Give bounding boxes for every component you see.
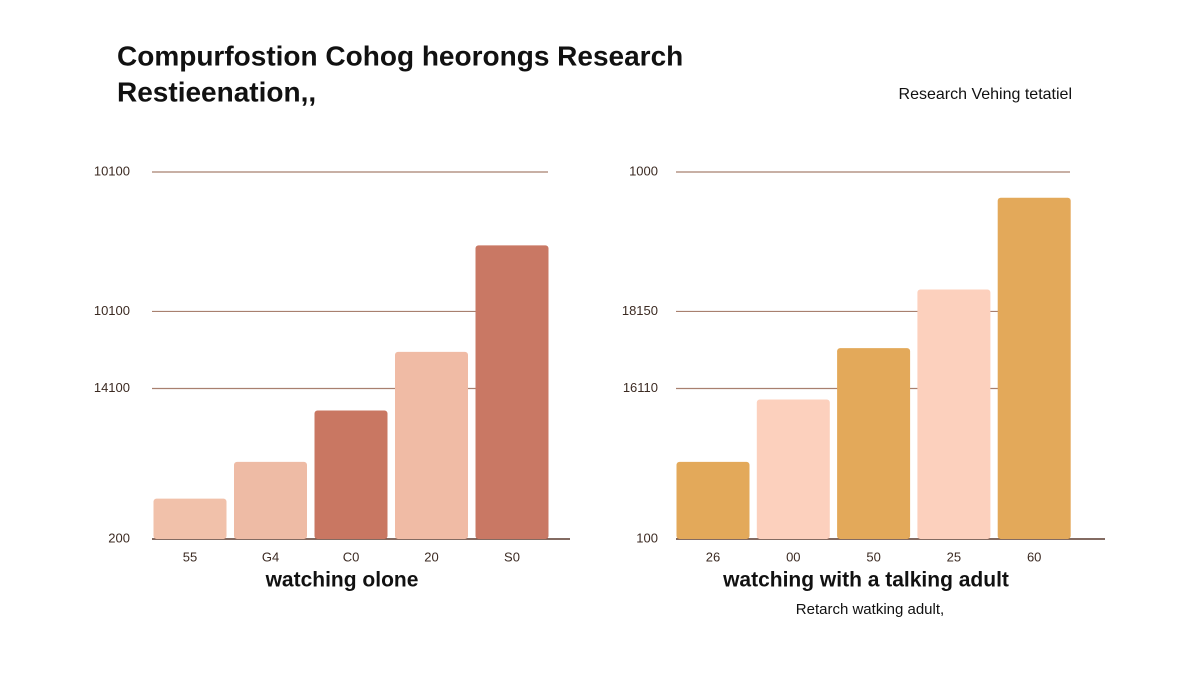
caption: Retarch watking adult,: [796, 601, 944, 618]
bar: [917, 289, 991, 539]
title-line: Restieenation,,: [117, 76, 316, 107]
x-tick-label: 20: [424, 549, 438, 564]
y-tick-label: 16110: [623, 380, 658, 395]
x-tick-label: C0: [343, 549, 360, 564]
y-tick-label: 100: [636, 530, 658, 545]
bar: [756, 399, 830, 539]
y-tick-label: 1000: [629, 163, 658, 178]
bar: [837, 348, 911, 539]
bar: [314, 410, 388, 539]
x-axis-label: watching olone: [265, 569, 419, 592]
y-tick-label: 200: [108, 530, 130, 545]
bar: [475, 245, 549, 539]
y-tick-label: 18150: [622, 303, 658, 318]
x-tick-label: S0: [504, 549, 520, 564]
subtitle: Research Vehing tetatiel: [899, 86, 1072, 103]
x-tick-label: 50: [866, 549, 880, 564]
bar: [676, 461, 750, 539]
y-tick-label: 10100: [94, 163, 130, 178]
x-tick-label: 26: [706, 549, 720, 564]
bar: [997, 197, 1071, 539]
x-axis-label: watching with a talking adult: [722, 569, 1009, 592]
y-tick-label: 14100: [94, 380, 130, 395]
x-tick-label: 60: [1027, 549, 1041, 564]
bar: [234, 461, 307, 539]
x-tick-label: G4: [262, 549, 279, 564]
x-tick-label: 55: [183, 549, 197, 564]
y-tick-label: 10100: [94, 303, 130, 318]
x-tick-label: 00: [786, 549, 800, 564]
x-tick-label: 25: [947, 549, 961, 564]
bar: [395, 351, 468, 539]
bar: [153, 498, 227, 539]
title-line: Compurfostion Cohog heorongs Research: [117, 40, 683, 71]
